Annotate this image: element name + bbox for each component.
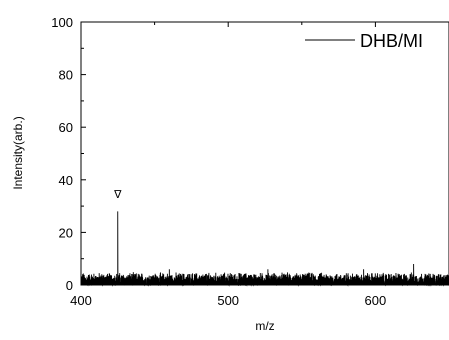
legend-label: DHB/MI <box>360 31 423 51</box>
series-dhb-mi <box>80 211 449 287</box>
x-tick-label: 500 <box>217 293 239 308</box>
axis-ticks <box>80 21 449 286</box>
y-axis-label: Intensity(arb.) <box>11 116 25 189</box>
series-line <box>80 211 449 287</box>
x-axis-label: m/z <box>255 319 274 333</box>
y-tick-label: 80 <box>59 68 73 83</box>
y-tick-label: 60 <box>59 120 73 135</box>
tick-labels: 400 500 600 0 20 40 60 80 100 <box>51 15 386 308</box>
legend: DHB/MI <box>305 31 423 51</box>
y-tick-label: 100 <box>51 15 73 30</box>
y-tick-label: 20 <box>59 225 73 240</box>
plot-frame <box>80 21 449 286</box>
x-tick-label: 600 <box>365 293 387 308</box>
annotation-marker: ∇ <box>113 188 122 201</box>
x-tick-label: 400 <box>70 293 92 308</box>
y-tick-label: 40 <box>59 173 73 188</box>
y-tick-label: 0 <box>66 278 73 293</box>
